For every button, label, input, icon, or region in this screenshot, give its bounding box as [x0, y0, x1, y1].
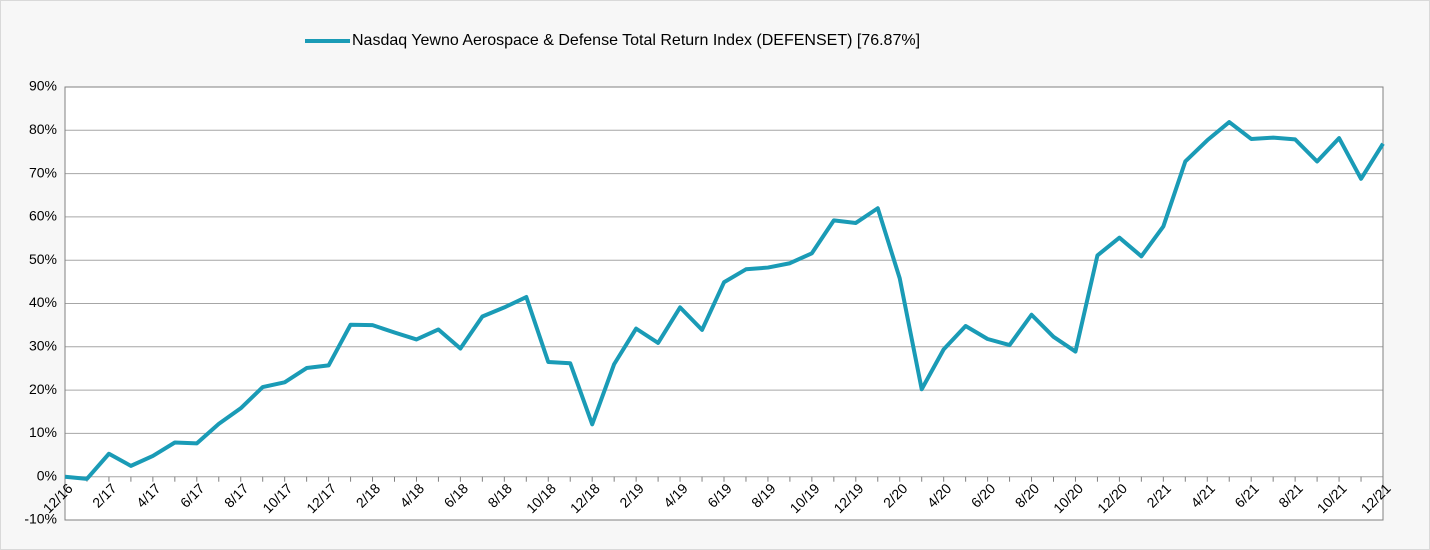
y-tick-label: 50% [29, 251, 57, 267]
data-line [64, 120, 1385, 481]
y-tick-label: 20% [29, 381, 57, 397]
y-tick-label: 70% [29, 164, 57, 180]
plot-border [64, 86, 1384, 521]
y-tick-label: 60% [29, 208, 57, 224]
y-tick-label: 80% [29, 121, 57, 137]
y-tick-label: 30% [29, 338, 57, 354]
y-tick-label: 0% [37, 467, 57, 483]
y-tick-label: 10% [29, 424, 57, 440]
y-tick-label: -10% [24, 511, 57, 527]
y-tick-label: 40% [29, 294, 57, 310]
legend-label: Nasdaq Yewno Aerospace & Defense Total R… [352, 32, 920, 49]
y-tick-label: 90% [29, 78, 57, 94]
